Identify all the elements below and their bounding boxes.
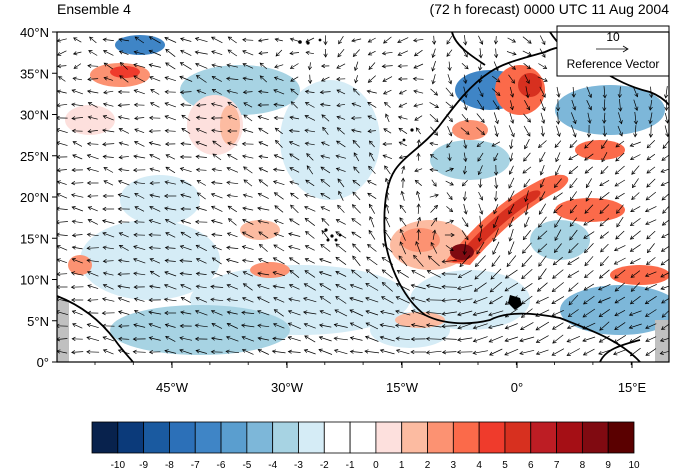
- colorbar-swatch: [530, 421, 557, 454]
- lat-tick-label: 40°N: [20, 25, 49, 40]
- colorbar-label: -7: [191, 460, 200, 471]
- colorbar-label: -8: [165, 460, 174, 471]
- reference-vector-label: Reference Vector: [567, 57, 660, 71]
- colorbar-swatch: [504, 421, 532, 454]
- colorbar-label: 6: [528, 460, 534, 471]
- colorbar-swatch: [607, 421, 635, 454]
- colorbar-swatch: [323, 421, 351, 454]
- colorbar-label: -2: [320, 460, 329, 471]
- colorbar-label: 9: [605, 460, 611, 471]
- colorbar-label: 7: [554, 460, 560, 471]
- lat-tick-label: 0°: [37, 355, 49, 370]
- lat-tick-label: 15°N: [20, 231, 49, 246]
- lat-tick-label: 25°N: [20, 149, 49, 164]
- colorbar-label: 1: [399, 460, 405, 471]
- lon-tick-label: 15°W: [386, 380, 419, 395]
- latitude-axis: 40°N 35°N 30°N 25°N 20°N 15°N 10°N 5°N 0°: [20, 25, 57, 370]
- colorbar-swatch: [581, 421, 609, 454]
- colorbar-swatch: [452, 421, 480, 454]
- lat-tick-label: 10°N: [20, 273, 49, 288]
- colorbar-label: 0: [373, 460, 379, 471]
- colorbar-label: 5: [502, 460, 508, 471]
- lat-tick-label: 20°N: [20, 190, 49, 205]
- colorbar-label: -4: [268, 460, 277, 471]
- colorbar: -10 -9 -8 -7 -6 -5 -4 -3 -2 -1 0 1 2 3 4 5 6 7 8 9 10: [91, 421, 640, 471]
- reference-vector-magnitude: 10: [606, 30, 620, 44]
- lon-tick-label: 15°E: [618, 380, 647, 395]
- colorbar-label: -9: [139, 460, 148, 471]
- colorbar-swatch: [194, 421, 222, 454]
- lon-tick-label: 0°: [511, 380, 523, 395]
- colorbar-label: -1: [346, 460, 355, 471]
- forecast-time-title: (72 h forecast) 0000 UTC 11 Aug 2004: [429, 1, 669, 17]
- lon-tick-label: 45°W: [156, 380, 189, 395]
- colorbar-swatch: [401, 421, 428, 454]
- colorbar-label: -6: [217, 460, 226, 471]
- colorbar-swatch: [220, 421, 248, 454]
- colorbar-swatch: [298, 421, 325, 454]
- lat-tick-label: 30°N: [20, 108, 49, 123]
- colorbar-swatch: [375, 421, 403, 454]
- colorbar-swatch: [246, 421, 274, 454]
- colorbar-swatch: [143, 421, 170, 454]
- colorbar-label: 2: [425, 460, 431, 471]
- lat-tick-label: 35°N: [20, 66, 49, 81]
- colorbar-label: 3: [451, 460, 457, 471]
- reference-vector-box: 10 Reference Vector: [556, 25, 670, 77]
- colorbar-label: 8: [580, 460, 586, 471]
- lat-tick-label: 5°N: [27, 314, 49, 329]
- colorbar-label: -5: [242, 460, 251, 471]
- colorbar-label: 10: [628, 460, 640, 471]
- colorbar-swatch: [117, 421, 145, 454]
- colorbar-swatch: [272, 421, 299, 454]
- colorbar-swatch: [91, 421, 119, 454]
- colorbar-swatch: [169, 421, 196, 454]
- lon-tick-label: 30°W: [271, 380, 304, 395]
- colorbar-swatch: [556, 421, 583, 454]
- islands: [298, 38, 522, 310]
- longitude-axis: 45°W 30°W 15°W 0° 15°E: [94, 362, 647, 395]
- colorbar-swatch: [349, 421, 377, 454]
- ensemble-title: Ensemble 4: [57, 1, 131, 17]
- colorbar-label: -10: [111, 460, 126, 471]
- colorbar-swatch: [478, 421, 506, 454]
- colorbar-label: 4: [476, 460, 482, 471]
- wind-vectors: [57, 35, 669, 357]
- colorbar-label: -3: [294, 460, 303, 471]
- colorbar-swatch: [427, 421, 454, 454]
